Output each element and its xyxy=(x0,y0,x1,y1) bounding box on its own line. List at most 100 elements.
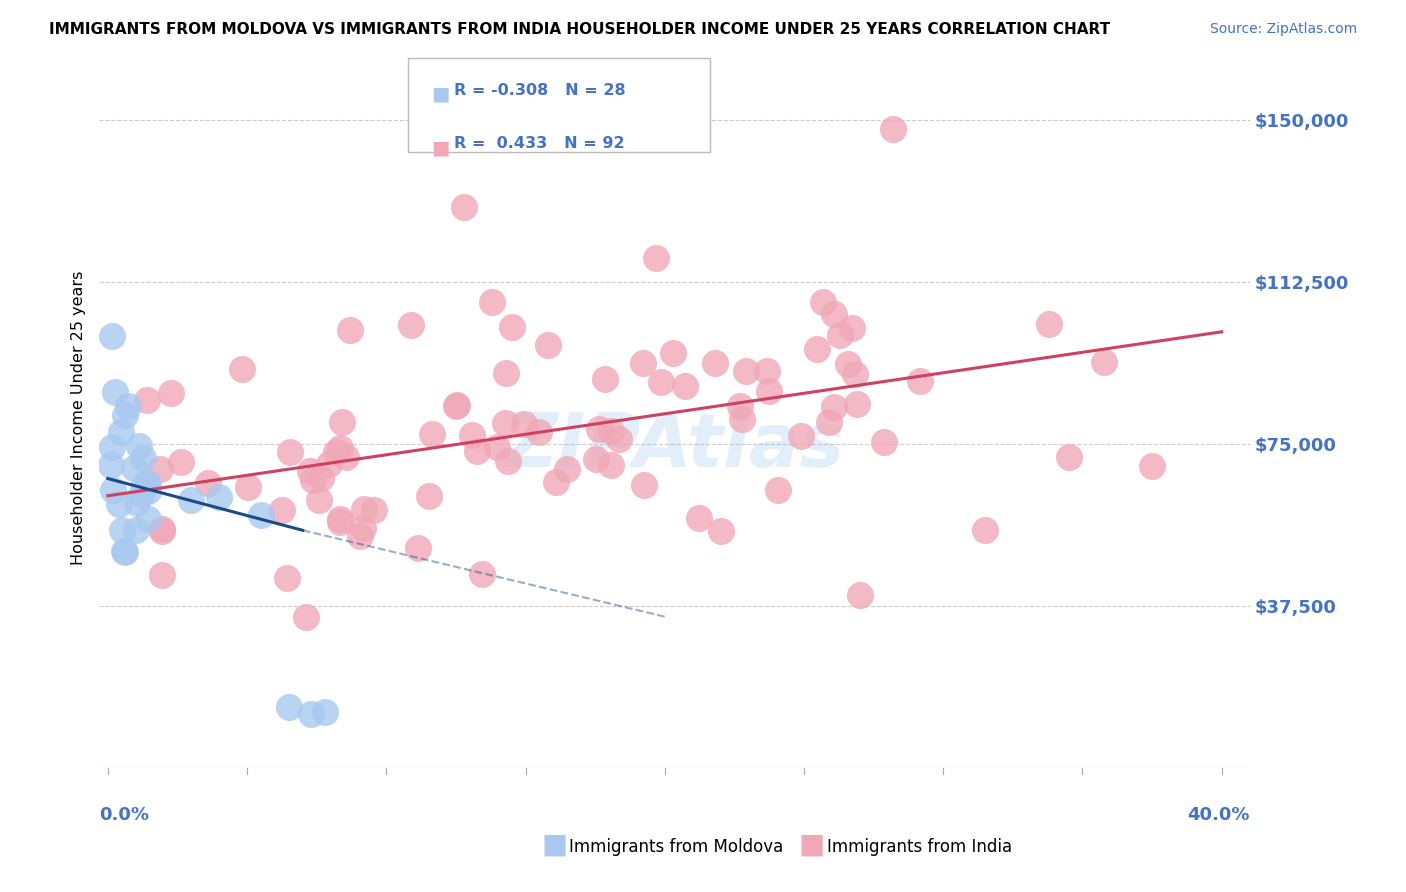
Text: IMMIGRANTS FROM MOLDOVA VS IMMIGRANTS FROM INDIA HOUSEHOLDER INCOME UNDER 25 YEA: IMMIGRANTS FROM MOLDOVA VS IMMIGRANTS FR… xyxy=(49,22,1111,37)
Point xyxy=(585,452,607,467)
Point xyxy=(197,475,219,490)
Point xyxy=(136,392,159,407)
Point xyxy=(1140,458,1163,473)
Point xyxy=(501,320,523,334)
Point xyxy=(100,458,122,472)
Point xyxy=(806,342,828,356)
Point xyxy=(138,483,160,498)
Point xyxy=(841,321,863,335)
Point xyxy=(823,307,845,321)
Point xyxy=(735,364,758,378)
Point xyxy=(1038,317,1060,331)
Text: R =  0.433   N = 92: R = 0.433 N = 92 xyxy=(454,136,624,152)
Point xyxy=(731,412,754,426)
Point xyxy=(112,543,135,558)
Text: 0.0%: 0.0% xyxy=(100,806,149,824)
Point xyxy=(309,470,332,484)
Point xyxy=(555,462,578,476)
Point xyxy=(593,372,616,386)
Point xyxy=(631,356,654,370)
Point xyxy=(108,497,131,511)
Point xyxy=(846,397,869,411)
Point xyxy=(136,512,159,526)
Point xyxy=(406,541,429,555)
Text: R = -0.308   N = 28: R = -0.308 N = 28 xyxy=(454,83,626,98)
Point xyxy=(302,473,325,487)
Point xyxy=(132,478,155,492)
Point xyxy=(823,401,845,415)
Point xyxy=(363,503,385,517)
Point xyxy=(129,487,152,501)
Text: Immigrants from India: Immigrants from India xyxy=(827,838,1012,856)
Point xyxy=(828,328,851,343)
Point xyxy=(588,421,610,435)
Point xyxy=(150,568,173,582)
Point xyxy=(766,483,789,498)
Point xyxy=(271,502,294,516)
Point xyxy=(599,425,621,439)
Point xyxy=(353,502,375,516)
Point xyxy=(756,364,779,378)
Point xyxy=(537,337,560,351)
Point xyxy=(882,122,904,136)
Point xyxy=(160,385,183,400)
Point xyxy=(111,523,134,537)
Point xyxy=(495,367,517,381)
Point xyxy=(703,356,725,370)
Point xyxy=(110,425,132,440)
Point xyxy=(813,295,835,310)
Point xyxy=(758,384,780,399)
Point xyxy=(314,705,336,719)
Point xyxy=(1092,355,1115,369)
Point xyxy=(349,529,371,543)
Point xyxy=(180,493,202,508)
Point xyxy=(101,329,124,343)
Point xyxy=(104,385,127,400)
Y-axis label: Householder Income Under 25 years: Householder Income Under 25 years xyxy=(72,271,86,566)
Point xyxy=(330,415,353,429)
Point xyxy=(481,294,503,309)
Point xyxy=(837,357,859,371)
Point xyxy=(844,367,866,381)
Point xyxy=(231,362,253,376)
Point xyxy=(325,444,347,458)
Point xyxy=(117,399,139,413)
Point xyxy=(688,511,710,525)
Point xyxy=(128,439,150,453)
Point xyxy=(101,483,124,497)
Point xyxy=(150,522,173,536)
Point xyxy=(453,200,475,214)
Point xyxy=(329,442,352,456)
Point xyxy=(974,524,997,538)
Point xyxy=(730,399,752,413)
Point xyxy=(335,450,357,465)
Point xyxy=(512,417,534,431)
Point xyxy=(114,408,136,422)
Point xyxy=(280,445,302,459)
Point xyxy=(848,588,870,602)
Point xyxy=(494,416,516,430)
Point xyxy=(169,454,191,468)
Text: Immigrants from Moldova: Immigrants from Moldova xyxy=(569,838,783,856)
Point xyxy=(353,521,375,535)
Point xyxy=(673,379,696,393)
Point xyxy=(318,457,340,471)
Point xyxy=(149,462,172,476)
Point xyxy=(1057,450,1080,464)
Point xyxy=(662,345,685,359)
Point xyxy=(132,451,155,466)
Point xyxy=(461,427,484,442)
Point xyxy=(329,512,352,526)
Point xyxy=(101,440,124,454)
Point xyxy=(250,508,273,522)
Point xyxy=(420,427,443,442)
Point xyxy=(527,425,550,439)
Point xyxy=(114,545,136,559)
Point xyxy=(471,566,494,581)
Point xyxy=(124,460,146,475)
Point xyxy=(645,252,668,266)
Point xyxy=(295,609,318,624)
Point xyxy=(633,478,655,492)
Text: ■: ■ xyxy=(432,85,450,103)
Point xyxy=(277,700,299,714)
